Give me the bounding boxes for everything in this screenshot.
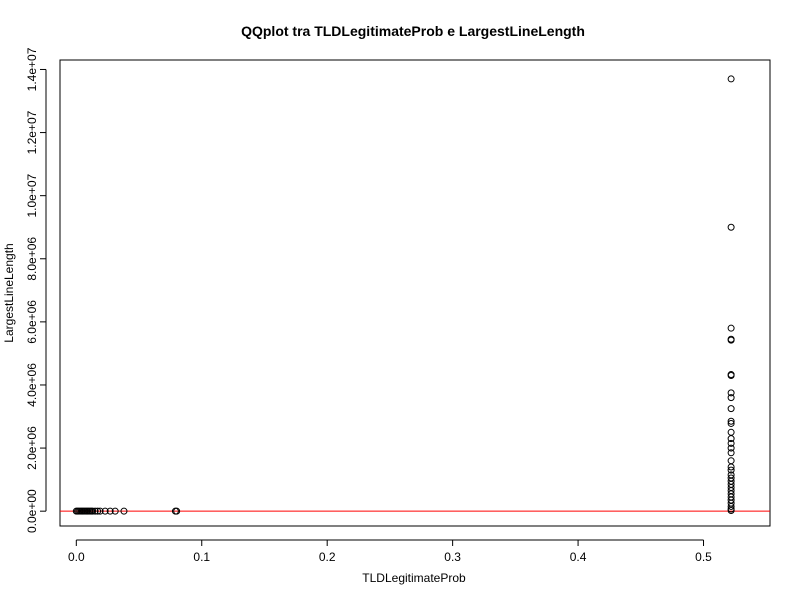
y-tick-label: 4.0e+06 <box>25 363 39 407</box>
data-point <box>89 507 97 515</box>
y-axis: 0.0e+00 2.0e+06 4.0e+06 6.0e+06 8.0e+06 1.0e+… <box>25 47 47 533</box>
data-point <box>727 435 735 443</box>
data-point <box>727 449 735 457</box>
y-tick-label: 1.4e+07 <box>25 47 39 91</box>
y-tick-label: 6.0e+06 <box>25 300 39 344</box>
y-axis-title: LargestLineLength <box>2 243 16 342</box>
data-point <box>106 507 114 515</box>
data-point <box>727 336 735 344</box>
data-point <box>727 389 735 397</box>
data-point <box>91 507 99 515</box>
y-tick-label: 2.0e+06 <box>25 426 39 470</box>
data-point <box>727 324 735 332</box>
y-tick-label: 1.2e+07 <box>25 110 39 154</box>
data-point <box>173 507 181 515</box>
points-layer <box>72 75 735 515</box>
data-point <box>111 507 119 515</box>
data-point <box>727 419 735 427</box>
data-point <box>727 463 735 471</box>
data-point <box>727 428 735 436</box>
data-point <box>727 223 735 231</box>
y-tick-label: 8.0e+06 <box>25 237 39 281</box>
data-point <box>727 466 735 474</box>
data-point <box>727 394 735 402</box>
chart-title: QQplot tra TLDLegitimateProb e LargestLi… <box>241 23 585 39</box>
x-tick-label: 0.0 <box>68 550 85 564</box>
plot-frame <box>59 59 771 527</box>
y-tick-label: 1.0e+07 <box>25 173 39 217</box>
data-point <box>727 75 735 83</box>
x-tick-label: 0.1 <box>193 550 210 564</box>
data-point <box>120 507 128 515</box>
x-tick-label: 0.4 <box>570 550 587 564</box>
x-axis: 0.0 0.1 0.2 0.3 0.4 0.5 <box>68 539 712 564</box>
data-point <box>94 507 102 515</box>
x-axis-title: TLDLegitimateProb <box>362 571 466 585</box>
data-point <box>727 417 735 425</box>
data-point <box>727 372 735 380</box>
data-point <box>727 405 735 413</box>
data-point <box>727 439 735 447</box>
y-tick-label: 0.0e+00 <box>25 489 39 533</box>
data-point <box>96 507 104 515</box>
data-point <box>727 444 735 452</box>
x-tick-label: 0.3 <box>444 550 461 564</box>
x-tick-label: 0.2 <box>319 550 336 564</box>
data-point <box>727 507 735 515</box>
x-tick-label: 0.5 <box>695 550 712 564</box>
data-point <box>727 502 735 510</box>
data-point <box>101 507 109 515</box>
data-point <box>727 457 735 465</box>
